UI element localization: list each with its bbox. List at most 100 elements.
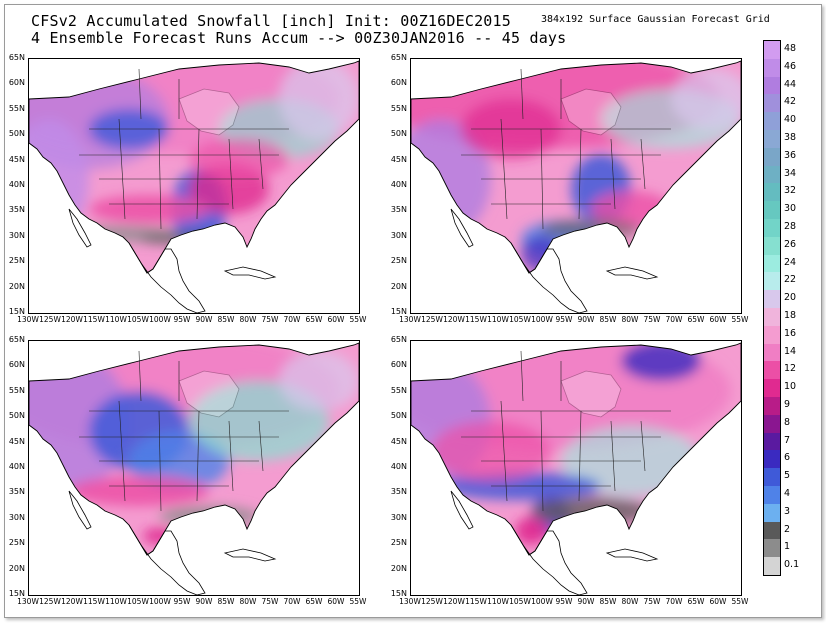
lat-tick-label: 20N bbox=[8, 281, 25, 291]
colorbar-swatch bbox=[764, 94, 780, 113]
lon-tick-label: 105W bbox=[509, 315, 531, 324]
lat-tick-label: 20N bbox=[8, 563, 25, 573]
lat-tick-label: 15N bbox=[390, 589, 407, 598]
lat-tick-label: 20N bbox=[390, 563, 407, 573]
colorbar-swatch bbox=[764, 486, 780, 505]
lon-tick-label: 60W bbox=[709, 597, 727, 606]
snowfall-contour bbox=[89, 195, 209, 223]
snowfall-map-run-1 bbox=[29, 59, 359, 313]
lat-tick-label: 40N bbox=[390, 462, 407, 471]
lon-tick-label: 115W bbox=[83, 315, 105, 324]
lat-tick-label: 50N bbox=[390, 129, 407, 139]
lon-tick-label: 90W bbox=[195, 597, 213, 606]
colorbar-swatch bbox=[764, 557, 780, 576]
lon-tick-label: 120W bbox=[443, 315, 465, 324]
colorbar-label: 22 bbox=[784, 274, 797, 286]
lon-tick-label: 75W bbox=[643, 597, 661, 606]
lon-tick-label: 95W bbox=[173, 315, 191, 324]
snowfall-map-run-2 bbox=[411, 59, 741, 313]
lat-tick-label: 40N bbox=[390, 180, 407, 189]
lat-tick-label: 55N bbox=[8, 385, 25, 395]
colorbar-label: 24 bbox=[784, 256, 797, 268]
lon-tick-label: 120W bbox=[61, 315, 83, 324]
lat-tick-label: 60N bbox=[390, 360, 407, 370]
lon-tick-label: 110W bbox=[105, 315, 127, 324]
snowfall-contour bbox=[431, 421, 551, 481]
lat-tick-label: 30N bbox=[390, 512, 407, 522]
lon-tick-label: 110W bbox=[487, 315, 509, 324]
lon-tick-label: 65W bbox=[305, 597, 323, 606]
lon-tick-label: 70W bbox=[283, 597, 301, 606]
colorbar-label: 20 bbox=[784, 292, 797, 304]
colorbar-label: 9 bbox=[784, 398, 791, 410]
colorbar-swatch bbox=[764, 503, 780, 523]
colorbar-label: 3 bbox=[784, 505, 791, 517]
chart-subtitle: 4 Ensemble Forecast Runs Accum --> 00Z30… bbox=[31, 29, 567, 47]
lat-tick-label: 30N bbox=[8, 512, 25, 522]
colorbar-label: 26 bbox=[784, 238, 797, 250]
lon-tick-label: 110W bbox=[105, 597, 127, 606]
lat-tick-label: 35N bbox=[390, 487, 407, 497]
colorbar-label: 38 bbox=[784, 131, 797, 143]
lon-tick-label: 125W bbox=[39, 597, 61, 606]
colorbar-swatch bbox=[764, 361, 780, 380]
colorbar-label: 36 bbox=[784, 149, 797, 161]
lat-tick-label: 15N bbox=[8, 589, 25, 598]
lon-tick-label: 105W bbox=[509, 597, 531, 606]
colorbar-label: 4 bbox=[784, 487, 791, 499]
lon-tick-label: 55W bbox=[349, 315, 367, 324]
colorbar-label: 28 bbox=[784, 220, 797, 232]
lon-tick-label: 70W bbox=[283, 315, 301, 324]
lat-tick-label: 15N bbox=[390, 307, 407, 316]
lon-tick-label: 65W bbox=[687, 597, 705, 606]
lon-tick-label: 100W bbox=[531, 315, 553, 324]
map-panel-run-1 bbox=[28, 58, 360, 314]
lon-tick-label: 85W bbox=[217, 597, 235, 606]
colorbar-label: 34 bbox=[784, 167, 797, 179]
lon-tick-label: 130W bbox=[17, 315, 39, 324]
colorbar-swatch bbox=[764, 112, 780, 131]
grid-description: 384x192 Surface Gaussian Forecast Grid bbox=[541, 14, 770, 25]
lon-tick-label: 65W bbox=[305, 315, 323, 324]
colorbar-swatch bbox=[764, 343, 780, 362]
colorbar-label: 12 bbox=[784, 363, 797, 375]
lat-tick-label: 25N bbox=[390, 538, 407, 548]
snowfall-contour bbox=[189, 139, 289, 179]
snowfall-map-run-3 bbox=[29, 341, 359, 595]
colorbar-swatch bbox=[764, 290, 780, 309]
colorbar-swatch bbox=[764, 432, 780, 451]
lon-tick-label: 95W bbox=[555, 315, 573, 324]
snowfall-contour bbox=[69, 476, 209, 506]
lat-tick-label: 60N bbox=[8, 78, 25, 88]
lon-tick-label: 60W bbox=[709, 315, 727, 324]
colorbar-swatch bbox=[764, 183, 780, 202]
colorbar-swatch bbox=[764, 76, 780, 95]
lat-tick-label: 25N bbox=[8, 538, 25, 548]
colorbar-swatch bbox=[764, 130, 780, 149]
lon-tick-label: 75W bbox=[261, 315, 279, 324]
lat-tick-label: 65N bbox=[390, 335, 407, 344]
lon-tick-label: 80W bbox=[239, 315, 257, 324]
colorbar-label: 6 bbox=[784, 452, 791, 464]
colorbar-swatch bbox=[764, 165, 780, 184]
lat-tick-label: 60N bbox=[390, 78, 407, 88]
lon-tick-label: 60W bbox=[327, 597, 345, 606]
snowfall-contour bbox=[671, 69, 741, 129]
lon-tick-label: 85W bbox=[599, 315, 617, 324]
lat-tick-label: 35N bbox=[390, 205, 407, 215]
colorbar-swatch bbox=[764, 201, 780, 220]
lon-tick-label: 125W bbox=[421, 597, 443, 606]
colorbar-swatch bbox=[764, 521, 780, 540]
lat-tick-label: 40N bbox=[8, 462, 25, 471]
lat-tick-label: 45N bbox=[8, 154, 25, 164]
lat-tick-label: 55N bbox=[390, 385, 407, 395]
lat-tick-label: 30N bbox=[390, 230, 407, 240]
lon-tick-label: 65W bbox=[687, 315, 705, 324]
colorbar-label: 30 bbox=[784, 203, 797, 215]
lon-tick-label: 100W bbox=[149, 597, 171, 606]
colorbar-label: 8 bbox=[784, 416, 791, 428]
snowfall-map-run-4 bbox=[411, 341, 741, 595]
colorbar-swatch bbox=[764, 308, 780, 327]
colorbar-label: 46 bbox=[784, 60, 797, 72]
colorbar-label: 2 bbox=[784, 523, 791, 535]
